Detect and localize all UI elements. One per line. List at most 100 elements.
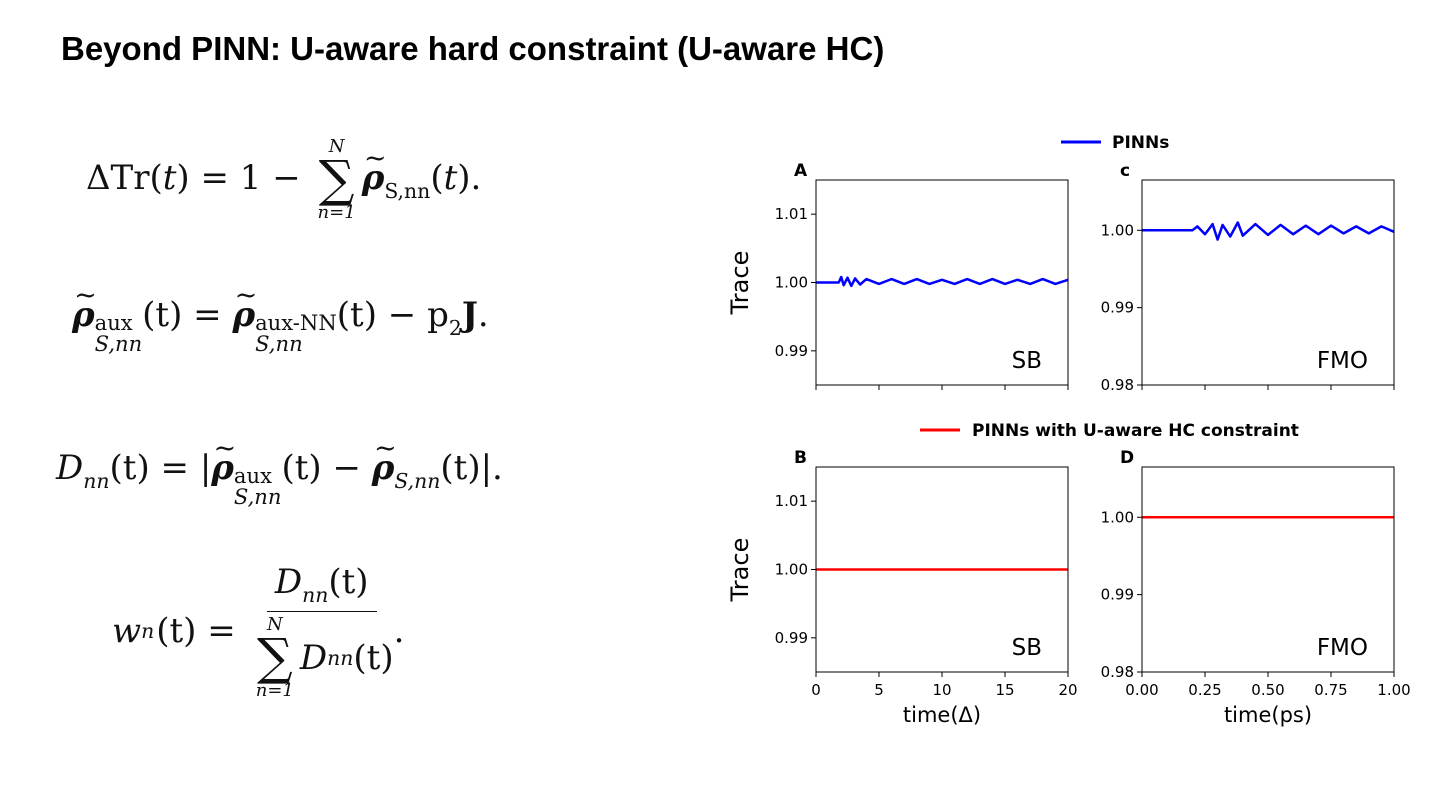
trace-charts-figure: PINNs PINNs with U-aware HC constraint 0…: [726, 133, 1411, 727]
eq2-middle: (t) =: [142, 295, 222, 335]
chart-panel-B: 0.99 1.00 1.01 0 5 10 15 20 B SB Trace time(Δ): [726, 448, 1078, 727]
ytick-label-A-0: 0.99: [775, 342, 808, 360]
xtick-label-B-0: 0: [811, 681, 821, 699]
xtick-label-D-2: 0.50: [1251, 681, 1284, 699]
eq4-num-D: D: [274, 562, 303, 602]
chart-panel-D: 0.98 0.99 1.00 0.00 0.25 0.50 0.75 1.00 D FMO time…: [1101, 448, 1411, 727]
series-line-A-0: [816, 275, 1069, 288]
eq2-p-sub: 2: [448, 316, 462, 341]
ytick-label-A-2: 1.01: [775, 205, 808, 223]
panel-annotation-A: SB: [1012, 348, 1042, 374]
eq1-t: t: [162, 157, 177, 198]
eq2-rho1: ρ: [72, 295, 95, 335]
eq4-den-sub: nn: [327, 645, 354, 670]
eq1-sum-upper: N: [328, 136, 345, 157]
x-axis-label-D: time(ps): [1224, 703, 1312, 727]
eq4-num-sub: nn: [302, 583, 329, 608]
eq4-text1: (t) =: [156, 610, 236, 651]
ytick-label-c-0: 0.98: [1101, 376, 1134, 394]
eq1-sum-lower: n=1: [317, 201, 356, 223]
eq2-J: J: [461, 295, 478, 335]
ytick-label-B-0: 0.99: [775, 629, 808, 647]
eq3-sub2: S,nn: [394, 469, 441, 494]
panel-annotation-B: SB: [1012, 635, 1042, 661]
eq3-text2: (t) −: [281, 448, 361, 488]
ytick-label-D-1: 0.99: [1101, 586, 1134, 604]
eq1-lhs: ΔTr: [86, 157, 150, 198]
panel-label-B: B: [794, 448, 807, 468]
ytick-label-B-1: 1.00: [775, 561, 808, 579]
eq3-text1: (t) = |: [109, 448, 212, 488]
eq4-w-sub: n: [141, 618, 155, 643]
chart-panel-A: 0.99 1.00 1.01 A SB Trace: [726, 161, 1069, 390]
eq2-supsub2: aux-NN S,nn: [255, 312, 337, 354]
xtick-label-B-4: 20: [1058, 681, 1077, 699]
eq1-rho: ρ: [361, 157, 385, 198]
eq1-summation: N ∑ n=1: [317, 136, 356, 223]
equation-trace-deviation: ΔTr(t) = 1 − N ∑ n=1 ρS,nn(t).: [86, 138, 481, 222]
eq4-end: .: [393, 610, 405, 651]
ytick-label-c-2: 1.00: [1101, 221, 1134, 239]
xtick-label-B-3: 15: [995, 681, 1014, 699]
eq4-summation: N ∑ n=1: [255, 614, 294, 701]
eq4-sum-lower: n=1: [255, 679, 294, 701]
eq3-sub: S,nn: [233, 484, 282, 510]
eq3-supsub: aux S,nn: [234, 465, 282, 507]
x-axis-label-B: time(Δ): [903, 703, 981, 727]
eq2-sup2: aux-NN: [255, 310, 337, 336]
xtick-label-B-1: 5: [874, 681, 884, 699]
panel-label-D: D: [1120, 448, 1134, 468]
eq4-numerator: Dnn(t): [266, 562, 377, 613]
eq2-sub2: S,nn: [255, 331, 303, 357]
eq2-sub1: S,nn: [94, 331, 143, 357]
xtick-label-B-2: 10: [932, 681, 951, 699]
ytick-label-D-0: 0.98: [1101, 663, 1134, 681]
xtick-label-D-0: 0.00: [1125, 681, 1158, 699]
eq1-t2: t: [443, 157, 458, 198]
panel-label-A: A: [794, 161, 808, 181]
eq4-den-D: D: [299, 637, 328, 678]
ytick-label-A-1: 1.00: [775, 274, 808, 292]
panel-annotation-c: FMO: [1317, 348, 1368, 374]
chart-panel-c: 0.98 0.99 1.00 c FMO: [1101, 161, 1395, 394]
eq4-den-t: (t): [353, 637, 394, 678]
eq1-end: .: [470, 157, 482, 198]
ytick-label-D-2: 1.00: [1101, 508, 1134, 526]
xtick-label-D-3: 0.75: [1314, 681, 1347, 699]
legend-top: PINNs: [1061, 133, 1169, 153]
ytick-label-B-2: 1.01: [775, 492, 808, 510]
legend-bottom: PINNs with U-aware HC constraint: [920, 421, 1299, 441]
xtick-label-D-1: 0.25: [1188, 681, 1221, 699]
y-axis-label-B: Trace: [726, 538, 754, 603]
eq3-sup: aux: [233, 463, 272, 489]
legend-top-label: PINNs: [1112, 133, 1169, 153]
eq3-rho2: ρ: [371, 448, 395, 488]
eq3-D-sub: nn: [83, 469, 110, 494]
panel-label-c: c: [1120, 161, 1130, 181]
eq3-D: D: [56, 448, 84, 488]
eq3-text3: (t)|.: [440, 448, 503, 488]
eq1-equals: = 1 −: [200, 157, 301, 198]
eq4-num-t: (t): [328, 562, 369, 602]
eq2-tail: (t) − p: [336, 295, 449, 335]
y-axis-label-A: Trace: [726, 251, 754, 316]
eq2-rho2: ρ: [232, 295, 256, 335]
series-line-c-0: [1142, 221, 1395, 241]
eq2-sup1: aux: [94, 310, 133, 336]
ytick-label-c-1: 0.99: [1101, 299, 1134, 317]
xtick-label-D-4: 1.00: [1377, 681, 1410, 699]
eq2-supsub1: aux S,nn: [95, 312, 143, 354]
eq2-end: .: [477, 295, 489, 335]
legend-bottom-label: PINNs with U-aware HC constraint: [972, 421, 1299, 441]
slide-title: Beyond PINN: U-aware hard constraint (U-…: [61, 30, 885, 67]
panel-annotation-D: FMO: [1317, 635, 1368, 661]
eq1-rho-sub: S,nn: [384, 178, 431, 203]
eq3-rho1: ρ: [211, 448, 234, 488]
eq4-w: w: [112, 610, 142, 651]
eq4-sum-upper: N: [266, 614, 283, 636]
